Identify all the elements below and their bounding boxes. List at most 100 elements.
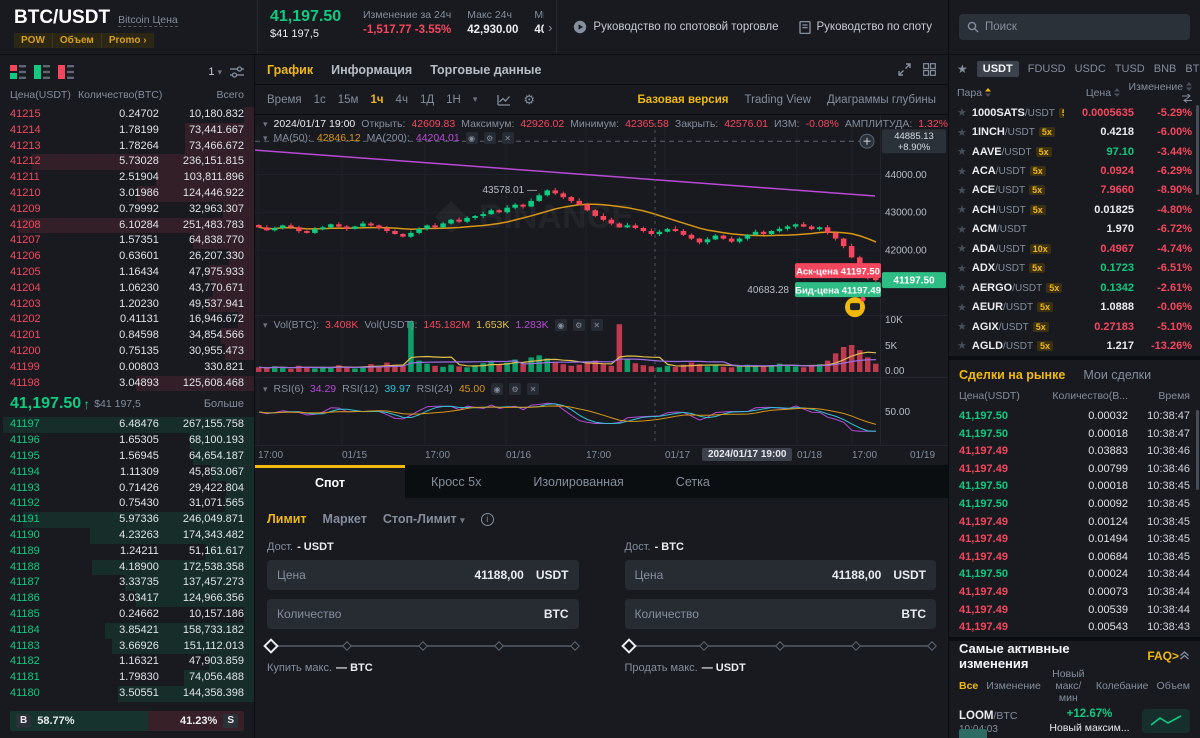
trade-row[interactable]: 41,197.50 0.00018 10:38:47 (959, 427, 1190, 440)
order-book-row[interactable]: 41189 1.24211 51,161.617 (0, 543, 254, 560)
mini-chart-button[interactable] (1142, 709, 1190, 733)
order-book-row[interactable]: 41195 1.56945 64,654.187 (0, 448, 254, 465)
spot-guide-doc-link[interactable]: Руководство по споту (798, 20, 932, 34)
tf-1w[interactable]: 1Н (446, 93, 461, 106)
tab-tusd[interactable]: TUSD (1114, 63, 1145, 75)
badge-pow[interactable]: POW (21, 35, 45, 46)
order-book-row[interactable]: 41190 4.23263 174,343.482 (0, 527, 254, 544)
pair-row[interactable]: ★ ACE/USDT 5x 7.9660 -8.90% (957, 184, 1192, 197)
order-book-row[interactable]: 41208 6.10284 251,483.783 (0, 217, 254, 234)
tab-usdt[interactable]: USDT (976, 61, 1019, 77)
tf-1s[interactable]: 1с (313, 93, 326, 106)
filter-change[interactable]: Изменение (986, 680, 1041, 692)
order-book-row[interactable]: 41209 0.79992 32,963.307 (0, 201, 254, 218)
star-icon[interactable]: ★ (957, 301, 967, 314)
trade-row[interactable]: 41,197.49 0.00543 10:38:43 (959, 621, 1190, 634)
precision-dropdown[interactable]: 1 ▾ (208, 66, 222, 78)
search-input[interactable]: Поиск (959, 14, 1190, 40)
movers-faq-link[interactable]: FAQ> (1147, 649, 1179, 663)
order-book-row[interactable]: 41201 0.84598 34,854.566 (0, 328, 254, 344)
trade-row[interactable]: 41,197.50 0.00024 10:38:44 (959, 568, 1190, 581)
buy-amount-slider[interactable] (263, 638, 580, 654)
favorites-star-icon[interactable]: ★ (957, 62, 968, 76)
basic-version-tab[interactable]: Базовая версия (637, 93, 729, 106)
pair-row[interactable]: ★ ADX/USDT 5x 0.1723 -6.51% (957, 262, 1192, 275)
trade-row[interactable]: 41,197.49 0.03883 10:38:46 (959, 445, 1190, 458)
star-icon[interactable]: ★ (957, 204, 967, 217)
pair-subtitle-link[interactable]: Bitcoin Цена (118, 14, 178, 27)
pair-row[interactable]: ★ AAVE/USDT 5x 97.10 -3.44% (957, 145, 1192, 159)
order-book-row[interactable]: 41205 1.16434 47,975.933 (0, 264, 254, 281)
sell-slider-handle[interactable] (620, 638, 637, 654)
badge-promo[interactable]: Promo › (100, 33, 154, 48)
trade-row[interactable]: 41,197.49 0.00684 10:38:45 (959, 550, 1190, 563)
star-icon[interactable]: ★ (957, 340, 967, 353)
order-type-info-icon[interactable]: i (480, 512, 494, 526)
tab-chart[interactable]: График (267, 62, 314, 77)
order-book-row[interactable]: 41191 5.97336 246,049.871 (0, 512, 254, 528)
badge-volume[interactable]: Объем (51, 33, 101, 48)
tab-trading-data[interactable]: Торговые данные (430, 62, 542, 77)
pair-row[interactable]: ★ 1INCH/USDT 5x 0.4218 -6.00% (957, 126, 1192, 139)
tab-info[interactable]: Информация (331, 62, 413, 77)
filter-fluctuation[interactable]: Колебание (1095, 680, 1149, 692)
order-type-market[interactable]: Маркет (322, 512, 367, 526)
order-book-row[interactable]: 41188 4.18900 172,538.358 (0, 559, 254, 576)
pair-row[interactable]: ★ AGLD/USDT 5x 1.217 -13.26% (957, 339, 1192, 353)
star-icon[interactable]: ★ (957, 223, 967, 236)
order-type-limit[interactable]: Лимит (267, 512, 307, 526)
order-book-row[interactable]: 41211 2.51904 103,811.896 (0, 170, 254, 186)
star-icon[interactable]: ★ (957, 165, 967, 178)
order-book-row[interactable]: 41203 1.20230 49,537.941 (0, 296, 254, 313)
book-view-both-icon[interactable] (10, 65, 26, 79)
pair-row[interactable]: ★ AERGO/USDT 5x 0.1342 -2.61% (957, 281, 1192, 295)
stats-scroll-chevron-icon[interactable]: › (548, 19, 553, 35)
trade-row[interactable]: 41,197.49 0.01494 10:38:45 (959, 533, 1190, 546)
book-settings-icon[interactable] (230, 66, 244, 78)
star-icon[interactable]: ★ (957, 146, 967, 159)
buy-slider-handle[interactable] (263, 638, 279, 654)
indicator-settings-icon[interactable]: ⚙ (523, 91, 536, 107)
depth-chart-tab[interactable]: Диаграммы глубины (826, 93, 936, 106)
order-book-row[interactable]: 41184 3.85421 158,733.182 (0, 622, 254, 639)
tab-bnb[interactable]: BNB (1153, 63, 1177, 75)
star-icon[interactable]: ★ (957, 126, 967, 139)
pairs-scrollbar[interactable] (1196, 105, 1199, 195)
tf-dropdown-icon[interactable]: ▾ (472, 94, 478, 104)
sell-amount-slider[interactable] (620, 638, 937, 654)
order-book-row[interactable]: 41180 3.50551 144,358.398 (0, 685, 254, 702)
tab-cross-margin[interactable]: Кросс 5х (431, 474, 482, 489)
chart-type-icon[interactable] (497, 94, 511, 106)
tf-1h[interactable]: 1ч (370, 93, 384, 106)
price-chart[interactable]: BINANCE 43578.01 — 40683.28 Аск-цена 41197.… (255, 115, 948, 465)
sell-price-input[interactable]: Цена 41188,00 USDT (624, 560, 936, 590)
tf-1d[interactable]: 1Д (419, 93, 435, 106)
book-view-asks-icon[interactable] (58, 65, 74, 79)
trade-row[interactable]: 41,197.49 0.00539 10:38:44 (959, 603, 1190, 616)
rsi-hide-icon[interactable]: ◉ (491, 383, 504, 395)
order-book-row[interactable]: 41186 3.03417 124,966.356 (0, 591, 254, 607)
book-view-bids-icon[interactable] (34, 65, 50, 79)
tradingview-tab[interactable]: Trading View (744, 93, 811, 106)
trade-row[interactable]: 41,197.50 0.00092 10:38:45 (959, 497, 1190, 510)
tab-grid[interactable]: Сетка (675, 474, 710, 489)
pair-badges[interactable]: POW Объем Promo › (14, 33, 154, 48)
spot-guide-video-link[interactable]: Руководство по спотовой торговле (573, 20, 779, 34)
tab-fdusd[interactable]: FDUSD (1027, 63, 1066, 75)
vol-hide-icon[interactable]: ◉ (554, 319, 567, 331)
more-link[interactable]: Больше (203, 398, 244, 411)
pair-row[interactable]: ★ AEUR/USDT 5x 1.0888 -0.06% (957, 301, 1192, 314)
order-book-row[interactable]: 41207 1.57351 64,838.770 (0, 233, 254, 250)
filter-new-high-low[interactable]: Новый макс/мин (1052, 667, 1085, 705)
filter-volume[interactable]: Объем (1156, 680, 1190, 692)
fullscreen-icon[interactable] (898, 63, 911, 76)
vol-close-icon[interactable]: ✕ (590, 319, 603, 331)
vol-settings-icon[interactable]: ⚙ (572, 319, 585, 331)
candlestick-chart-canvas[interactable]: BINANCE 43578.01 — 40683.28 Аск-цена 41197.… (255, 115, 948, 465)
tab-usdc[interactable]: USDC (1074, 63, 1106, 75)
order-book-row[interactable]: 41212 5.73028 236,151.815 (0, 154, 254, 171)
buy-quantity-input[interactable]: Количество BTC (267, 599, 579, 629)
order-book-row[interactable]: 41196 1.65305 68,100.193 (0, 433, 254, 449)
order-book-row[interactable]: 41215 0.24702 10,180.832 (0, 107, 254, 123)
